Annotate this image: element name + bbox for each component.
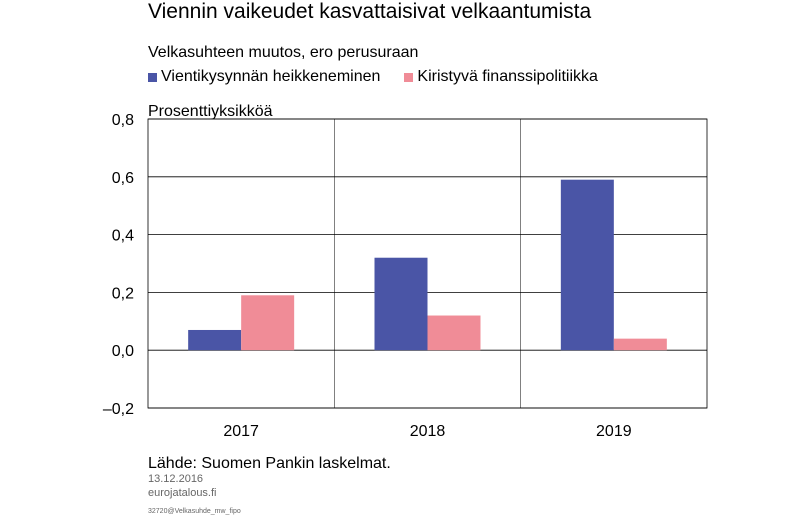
legend-label-export-demand: Vientikysynnän heikkeneminen <box>161 68 381 85</box>
y-tick-label: 0,0 <box>112 343 134 360</box>
legend-item-fiscal-policy: Kiristyvä finanssipolitiikka <box>404 68 598 86</box>
chart-subtitle: Velkasuhteen muutos, ero perusuraan <box>148 44 419 61</box>
legend-swatch-export-demand <box>148 72 157 82</box>
chart-legend: Vientikysynnän heikkeneminen Kiristyvä f… <box>148 68 622 86</box>
y-tick-label: 0,8 <box>112 112 134 129</box>
y-tick-label: 0,6 <box>112 170 134 187</box>
y-tick-label: 0,4 <box>112 228 134 245</box>
publish-date: 13.12.2016 <box>148 473 204 485</box>
chart-title: Viennin vaikeudet kasvattaisivat velkaan… <box>148 0 592 23</box>
site-name: eurojatalous.fi <box>148 487 217 499</box>
x-tick-label: 2017 <box>223 423 259 440</box>
legend-swatch-fiscal-policy <box>404 72 414 82</box>
bar-fiscal-policy-2019 <box>613 338 667 351</box>
y-tick-label: –0,2 <box>103 401 134 418</box>
legend-item-export-demand: Vientikysynnän heikkeneminen <box>148 68 380 86</box>
bar-export-demand-2019 <box>560 179 614 351</box>
axis-layer: –0,2 0,0 0,2 0,4 0,6 0,8 2017 2018 2019 <box>103 112 632 440</box>
bar-fiscal-policy-2017 <box>241 295 295 351</box>
source-note: Lähde: Suomen Pankin laskelmat. <box>148 455 391 472</box>
plot-frame <box>147 118 708 409</box>
y-axis-unit-label: Prosenttiyksikköä <box>148 103 273 120</box>
bar-export-demand-2017 <box>188 329 242 351</box>
x-tick-label: 2018 <box>410 423 446 440</box>
bar-fiscal-policy-2018 <box>427 315 481 351</box>
legend-label-fiscal-policy: Kiristyvä finanssipolitiikka <box>417 68 598 85</box>
bars-layer <box>188 179 667 351</box>
chart-code: 32720@Velkasuhde_mw_fipo <box>148 508 241 515</box>
x-tick-label: 2019 <box>596 423 632 440</box>
y-tick-label: 0,2 <box>112 285 134 302</box>
bar-export-demand-2018 <box>374 257 428 351</box>
